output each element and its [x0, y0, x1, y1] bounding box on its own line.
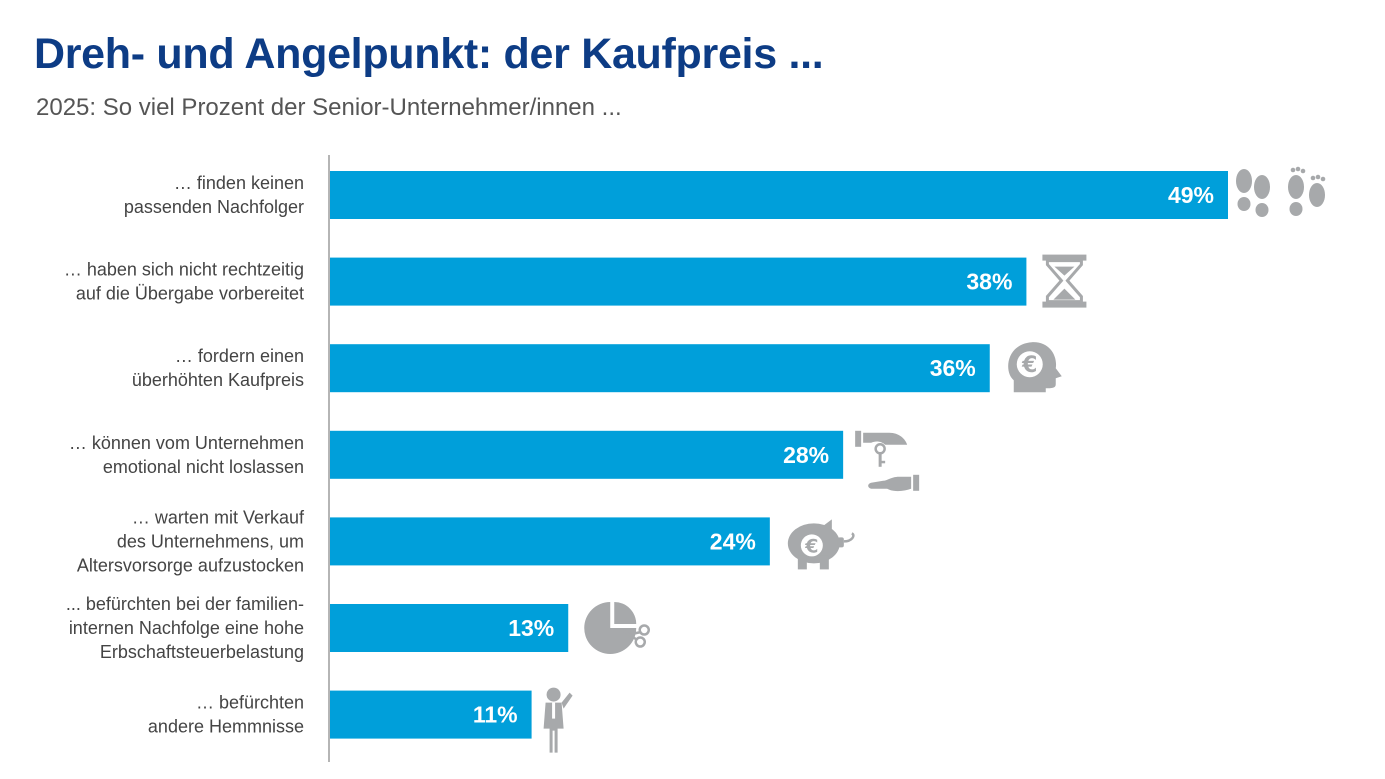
- category-label-2-line-2: auf die Übergabe vorbereitet: [76, 284, 304, 304]
- pie-chart-scissors-icon: [584, 602, 650, 654]
- value-label-6: 13%: [508, 615, 554, 641]
- chart-title: Dreh- und Angelpunkt: der Kaufpreis ...: [34, 30, 824, 78]
- category-label-6-line-3: Erbschaftsteuerbelastung: [100, 642, 304, 662]
- bar-4: [330, 430, 844, 479]
- category-label-5-line-3: Altersvorsorge aufzustocken: [77, 555, 304, 575]
- category-label-5-line-1: … warten mit Verkauf: [132, 507, 305, 527]
- category-label-1-line-1: … finden keinen: [174, 173, 304, 193]
- svg-text:€: €: [1021, 353, 1037, 378]
- value-label-7: 11%: [473, 702, 518, 728]
- category-label-1-line-2: passenden Nachfolger: [124, 197, 304, 217]
- category-label-6-line-2: internen Nachfolge eine hohe: [69, 618, 304, 638]
- category-label-4-line-2: emotional nicht loslassen: [103, 457, 304, 477]
- bar-7: [330, 690, 532, 739]
- value-label-5: 24%: [710, 528, 756, 554]
- value-label-2: 38%: [966, 269, 1012, 295]
- chart-subtitle: 2025: So viel Prozent der Senior-Unterne…: [36, 94, 622, 121]
- bar-2: [330, 257, 1027, 306]
- bar-3: [330, 344, 990, 393]
- hourglass-icon: [1042, 254, 1087, 308]
- svg-text:€: €: [804, 535, 818, 557]
- value-label-4: 28%: [783, 442, 829, 468]
- bar-6: [330, 604, 569, 652]
- key-handover-icon: [855, 430, 920, 492]
- category-label-7-line-2: andere Hemmnisse: [148, 717, 304, 737]
- category-label-2-line-1: … haben sich nicht rechtzeitig: [64, 260, 304, 280]
- head-euro-icon: €: [1008, 342, 1062, 393]
- category-label-3-line-2: überhöhten Kaufpreis: [132, 370, 304, 390]
- thinking-man-icon: [543, 687, 573, 753]
- value-label-3: 36%: [930, 355, 976, 381]
- value-label-1: 49%: [1168, 182, 1214, 208]
- bar-5: [330, 517, 770, 566]
- category-label-5-line-2: des Unternehmens, um: [117, 531, 304, 551]
- footprints-icon: [1236, 166, 1326, 217]
- category-label-7-line-1: … befürchten: [196, 693, 304, 713]
- bar-1: [330, 171, 1228, 219]
- category-label-3-line-1: … fordern einen: [175, 346, 304, 366]
- category-label-6-line-1: ... befürchten bei der familien-: [66, 594, 304, 614]
- category-label-4-line-1: … können vom Unternehmen: [69, 433, 304, 453]
- piggy-bank-euro-icon: €: [787, 519, 855, 570]
